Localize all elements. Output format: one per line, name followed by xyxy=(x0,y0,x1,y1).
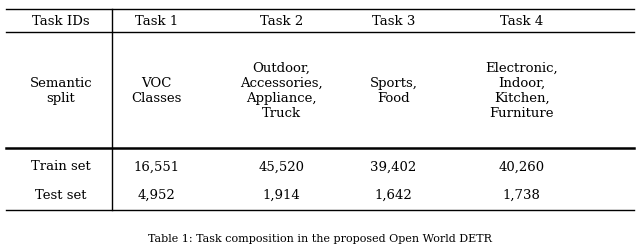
Text: Task 3: Task 3 xyxy=(372,15,415,28)
Text: 39,402: 39,402 xyxy=(371,160,417,173)
Text: 1,914: 1,914 xyxy=(263,189,300,202)
Text: Task IDs: Task IDs xyxy=(32,15,90,28)
Text: Task 4: Task 4 xyxy=(500,15,543,28)
Text: Train set: Train set xyxy=(31,160,91,173)
Text: 1,738: 1,738 xyxy=(502,189,541,202)
Text: 40,260: 40,260 xyxy=(499,160,545,173)
Text: Semantic
split: Semantic split xyxy=(29,77,92,105)
Text: 1,642: 1,642 xyxy=(375,189,412,202)
Text: 16,551: 16,551 xyxy=(134,160,180,173)
Text: Test set: Test set xyxy=(35,189,86,202)
Text: Task 1: Task 1 xyxy=(135,15,179,28)
Text: Electronic,
Indoor,
Kitchen,
Furniture: Electronic, Indoor, Kitchen, Furniture xyxy=(485,62,558,120)
Text: 45,520: 45,520 xyxy=(259,160,305,173)
Text: Outdoor,
Accessories,
Appliance,
Truck: Outdoor, Accessories, Appliance, Truck xyxy=(240,62,323,120)
Text: Table 1: Task composition in the proposed Open World DETR: Table 1: Task composition in the propose… xyxy=(148,234,492,244)
Text: Sports,
Food: Sports, Food xyxy=(370,77,417,105)
Text: VOC
Classes: VOC Classes xyxy=(132,77,182,105)
Text: Task 2: Task 2 xyxy=(260,15,303,28)
Text: 4,952: 4,952 xyxy=(138,189,175,202)
